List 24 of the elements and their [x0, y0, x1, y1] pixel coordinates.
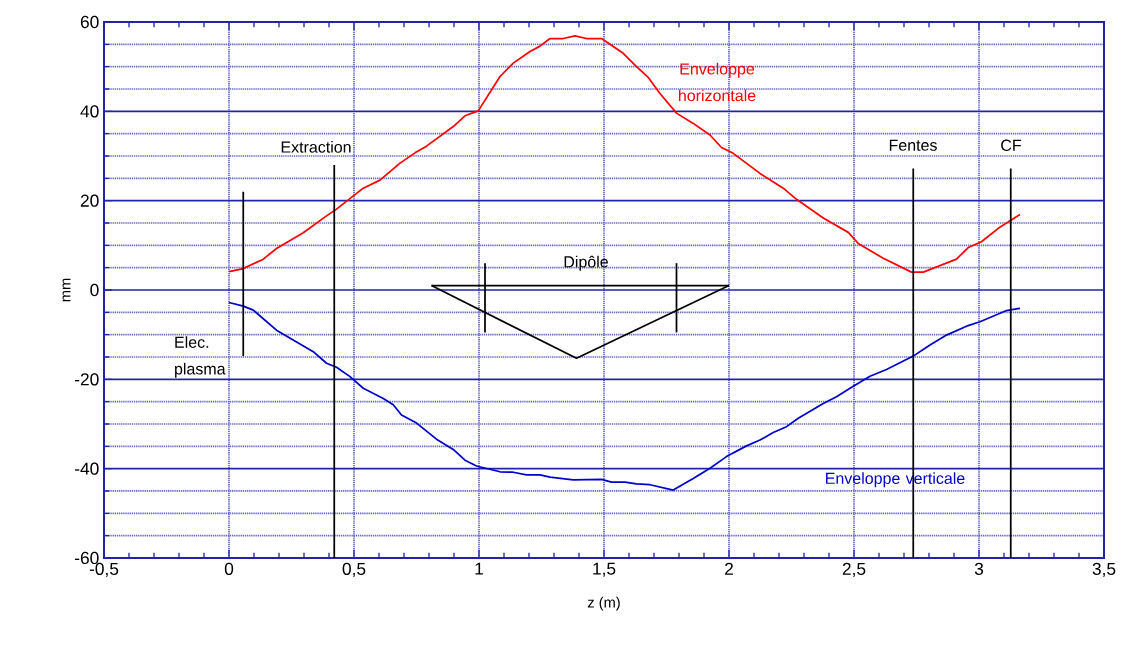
series-label: CF — [1001, 139, 1022, 151]
x-tick-label: 1,5 — [593, 562, 616, 577]
y-tick-label: 0 — [90, 283, 99, 297]
y-tick-label: -20 — [75, 373, 99, 386]
x-tick-label: 3 — [974, 562, 984, 575]
series-label: Dipôle — [564, 255, 608, 271]
y-tick-label: 20 — [80, 194, 99, 207]
series-label: Enveloppe horizontale — [678, 62, 756, 102]
x-tick-label: 2 — [725, 562, 733, 575]
series-label: Extraction — [281, 141, 351, 153]
y-tick-label: 60 — [80, 15, 99, 29]
x-tick-label: 2,5 — [842, 562, 866, 578]
y-axis-title: mm — [62, 278, 71, 302]
y-tick-label: -60 — [75, 551, 99, 565]
x-tick-label: 1 — [475, 562, 483, 575]
x-tick-label: 0 — [224, 562, 234, 575]
y-tick-label: 40 — [80, 105, 99, 118]
series-label: Elec. plasma — [175, 336, 226, 378]
x-axis-title: z (m) — [587, 596, 620, 611]
y-tick-label: -40 — [75, 462, 99, 475]
x-tick-label: -0,5 — [89, 562, 119, 578]
x-tick-label: 3,5 — [1092, 562, 1116, 578]
series-label: Fentes — [889, 139, 937, 151]
x-tick-label: 0,5 — [342, 562, 366, 578]
